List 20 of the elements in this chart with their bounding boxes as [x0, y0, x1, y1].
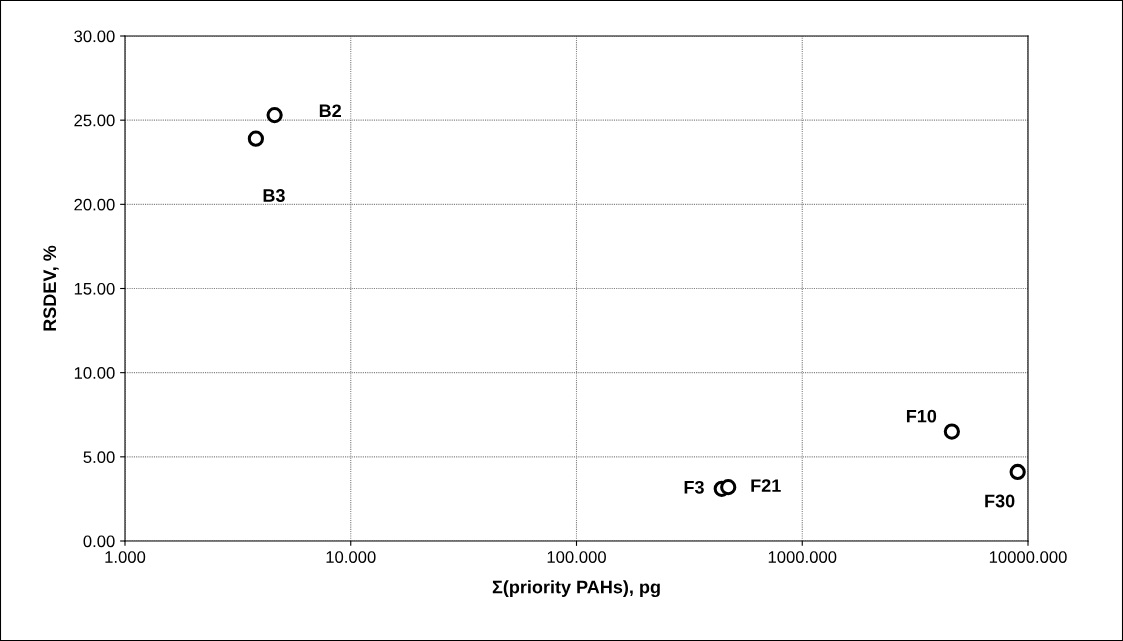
y-tick-label: 20.00	[74, 198, 115, 211]
annotation: B3	[263, 189, 285, 202]
x-tick-label: 10000.000	[989, 551, 1067, 563]
y-axis-title: RSDEV, %	[43, 245, 59, 331]
y-tick-label: 0.00	[83, 535, 115, 548]
y-tick-label: 30.00	[74, 30, 115, 43]
annotation: B2	[319, 104, 341, 118]
x-tick-label: 100.000	[547, 551, 606, 563]
annotation: F3	[684, 480, 704, 494]
annotation: F10	[906, 409, 937, 423]
y-tick-label: 25.00	[74, 114, 115, 127]
x-tick-label: 1.000	[105, 551, 146, 563]
x-axis-title: Σ(priority PAHs), pg	[492, 580, 660, 598]
annotation: F21	[751, 479, 781, 492]
annotation: F30	[985, 494, 1015, 508]
y-tick-label: 5.00	[83, 451, 115, 464]
x-tick-label: 10.000	[326, 551, 376, 563]
x-tick-label: 1000.000	[768, 551, 837, 563]
y-tick-label: 10.00	[74, 367, 115, 379]
y-tick-label: 15.00	[74, 282, 115, 295]
